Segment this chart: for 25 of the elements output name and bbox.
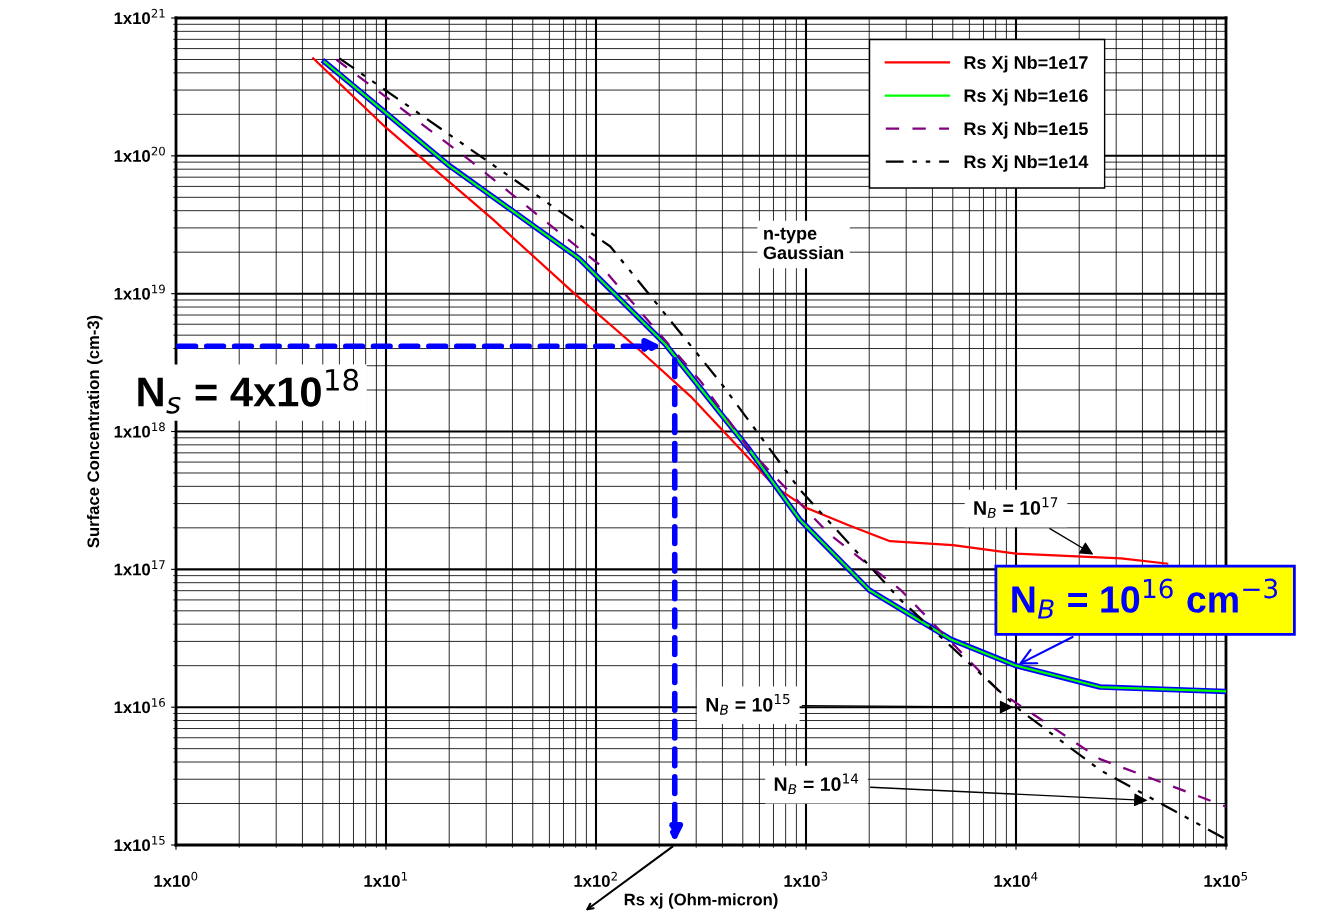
x-tick-label: 1x10$^{5}$ — [1204, 871, 1248, 887]
y-tick-label: 1x10$^{15}$ — [114, 836, 165, 852]
x-tick-label: 1x10$^{2}$ — [574, 871, 617, 887]
legend-label: Rs Xj Nb=1e14 — [964, 154, 1089, 172]
annotation: N$_{B}$ = 10$^{17}$ — [974, 497, 1058, 518]
x-tick-label: 1x10$^{1}$ — [364, 871, 407, 887]
annotation: N$_{B}$ = 10$^{15}$ — [706, 694, 790, 715]
annotation: N$_{B}$ = 10$^{16}$ cm$^{−3}$ — [1012, 578, 1278, 619]
y-tick-label: 1x10$^{19}$ — [114, 284, 165, 300]
legend-label: Rs Xj Nb=1e17 — [964, 55, 1088, 73]
annotation: n-type Gaussian — [763, 227, 844, 260]
annotation: N$_{s}$ = 4x10$^{18}$ — [138, 368, 359, 414]
x-tick-label: 1x10$^{3}$ — [784, 871, 828, 887]
x-axis-title: Rs xj (Ohm-micron) — [624, 893, 778, 909]
legend-label: Rs Xj Nb=1e15 — [964, 121, 1088, 139]
y-axis-title: Surface Concentration (cm-3) — [86, 315, 103, 548]
y-tick-label: 1x10$^{18}$ — [114, 422, 165, 438]
x-tick-label: 1x10$^{0}$ — [154, 871, 198, 887]
y-tick-label: 1x10$^{16}$ — [114, 698, 165, 714]
x-tick-label: 1x10$^{4}$ — [994, 871, 1038, 887]
y-tick-label: 1x10$^{17}$ — [114, 560, 165, 576]
y-tick-label: 1x10$^{20}$ — [114, 146, 165, 162]
legend-label: Rs Xj Nb=1e16 — [964, 88, 1088, 106]
annotation: N$_{B}$ = 10$^{14}$ — [774, 773, 859, 795]
y-tick-label: 1x10$^{21}$ — [114, 8, 165, 25]
